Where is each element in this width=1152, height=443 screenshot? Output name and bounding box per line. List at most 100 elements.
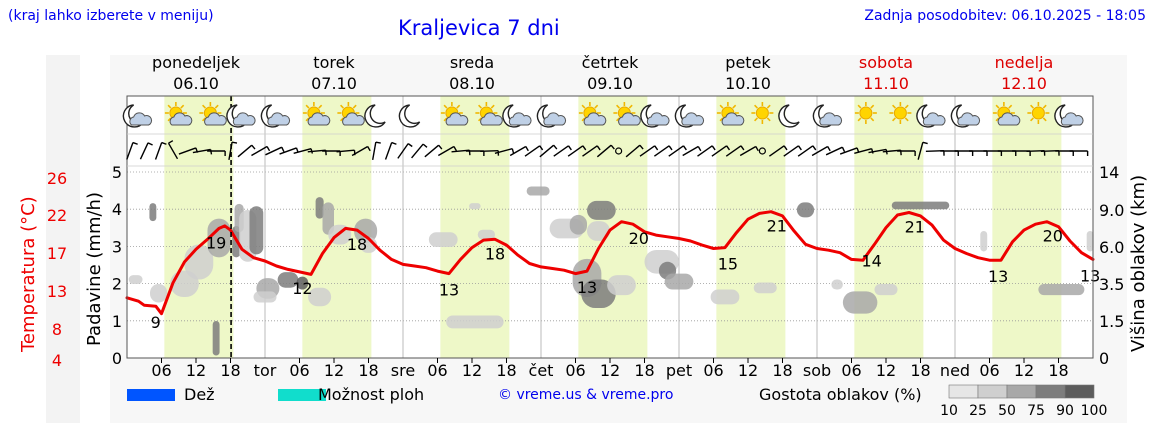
sun-ray [180, 104, 185, 109]
moon-icon [398, 104, 421, 128]
day-date-label: 11.10 [863, 74, 909, 93]
day-name-label: nedelja [995, 53, 1054, 72]
cloud-blob [428, 232, 458, 247]
wind-barb-shaft [582, 145, 598, 157]
wind-barb-flag [525, 146, 529, 152]
cloud-density-step-label: 75 [1027, 403, 1045, 419]
sun-ray [766, 104, 771, 109]
wind-barb-shaft [351, 145, 369, 157]
wind-barb-flag [711, 145, 716, 151]
cloud-shape [342, 112, 365, 126]
chart-title: Kraljevica 7 dni [398, 16, 560, 40]
temperature-extreme-label: 12 [292, 279, 312, 298]
temperature-axis-label: Temperatura (°C) [18, 196, 39, 352]
moon-shape [364, 104, 386, 128]
cloud-blob [607, 275, 636, 296]
wind-barb-shaft [480, 149, 499, 153]
cloud-height-axis-label: Višina oblakov (km) [1128, 174, 1149, 352]
wind-barb-flag [740, 145, 745, 151]
cloud-blob [277, 272, 299, 288]
sun-ray [719, 117, 724, 122]
moon-shape [398, 104, 421, 128]
wind-barb-shaft [868, 148, 887, 154]
sun-ray [305, 117, 310, 122]
x-axis-day-abbr: ned [940, 361, 970, 380]
credits-link[interactable]: © vreme.us & vreme.pro [498, 387, 674, 403]
sun-ray [443, 104, 448, 109]
wind-barb-flag [367, 146, 371, 152]
sun-ray [214, 104, 219, 109]
x-axis-hour-label: 12 [324, 361, 344, 380]
cloud-shape [204, 112, 227, 126]
cloud-shape [267, 112, 291, 126]
x-axis-day-abbr: čet [529, 361, 554, 380]
wind-barb-flag [654, 145, 659, 151]
wind-barb-shaft [411, 143, 424, 159]
sun-ray [766, 117, 771, 122]
sun-ray [754, 117, 758, 122]
sun-ray [1030, 104, 1034, 109]
wind-barb-flag [610, 144, 615, 150]
cloud-blob [322, 202, 334, 235]
sun-icon [889, 102, 912, 124]
cloud-shape [445, 112, 469, 126]
cloud-density-step-label: 25 [969, 403, 987, 419]
sun-ray [870, 117, 875, 122]
moon-icon [364, 104, 386, 128]
moon-cloud-icon [536, 104, 567, 128]
sun-cloud-icon [337, 102, 365, 126]
wind-barb-shaft [371, 142, 377, 160]
wind-barb-shaft [596, 144, 612, 158]
sun-cloud-icon [302, 102, 331, 126]
wind-barb-flag [596, 145, 601, 151]
temperature-extreme-label: 9 [151, 313, 161, 332]
moon-shape [778, 104, 800, 128]
day-name-label: petek [725, 53, 771, 72]
x-axis-hour-label: 06 [703, 361, 723, 380]
sun-cloud-icon [578, 102, 607, 126]
legend-rain-label: Dež [184, 385, 215, 404]
temperature-extreme-label: 13 [1080, 266, 1100, 285]
wind-barb-shaft [397, 143, 409, 159]
cloud-blob [354, 218, 378, 244]
precipitation-tick-label: 2 [112, 275, 122, 294]
sun-ray [340, 104, 344, 109]
day-date-label: 07.10 [311, 74, 357, 93]
wind-barb-shaft [336, 149, 355, 153]
sun-ray [1008, 104, 1013, 109]
sun-ray [616, 117, 620, 122]
wind-barb-shaft [126, 142, 134, 160]
cloud-height-tick-label: 3.5 [1099, 275, 1124, 294]
wind-barb-flag [682, 145, 687, 151]
day-date-label: 06.10 [173, 74, 219, 93]
cloud-blob [149, 203, 157, 222]
wind-barb-flag [871, 148, 874, 154]
wind-barb-shaft [917, 142, 924, 160]
cloud-shape [997, 112, 1021, 126]
cloud-density-step-label: 100 [1081, 403, 1108, 419]
x-axis-hour-label: 18 [220, 361, 240, 380]
wind-barb-shaft [653, 145, 670, 157]
sun-ray [456, 104, 461, 109]
wind-barb-flag [209, 149, 213, 155]
legend-rain-swatch [127, 389, 175, 401]
day-name-label: ponedeljek [152, 53, 241, 72]
wind-barb-shaft [682, 145, 699, 157]
temperature-tick-label: 4 [52, 351, 62, 370]
moon-cloud-icon [812, 104, 843, 128]
sun-ray [616, 104, 620, 109]
x-axis-day-abbr: tor [254, 361, 277, 380]
x-axis-hour-label: 18 [1048, 361, 1068, 380]
wind-barb-shaft [697, 145, 713, 157]
cloud-blob [308, 287, 332, 307]
wind-barb-shaft [265, 146, 283, 156]
cloud-blob [128, 275, 143, 284]
wind-barb-shaft [154, 142, 163, 160]
wind-barb-flag [582, 145, 587, 151]
sun-ray [1030, 117, 1034, 122]
sun-cloud-icon [475, 102, 503, 126]
cloud-shape [232, 112, 256, 126]
temperature-extreme-label: 13 [439, 281, 459, 300]
cloud-blob [842, 291, 878, 314]
wind-barb-flag [422, 143, 428, 148]
